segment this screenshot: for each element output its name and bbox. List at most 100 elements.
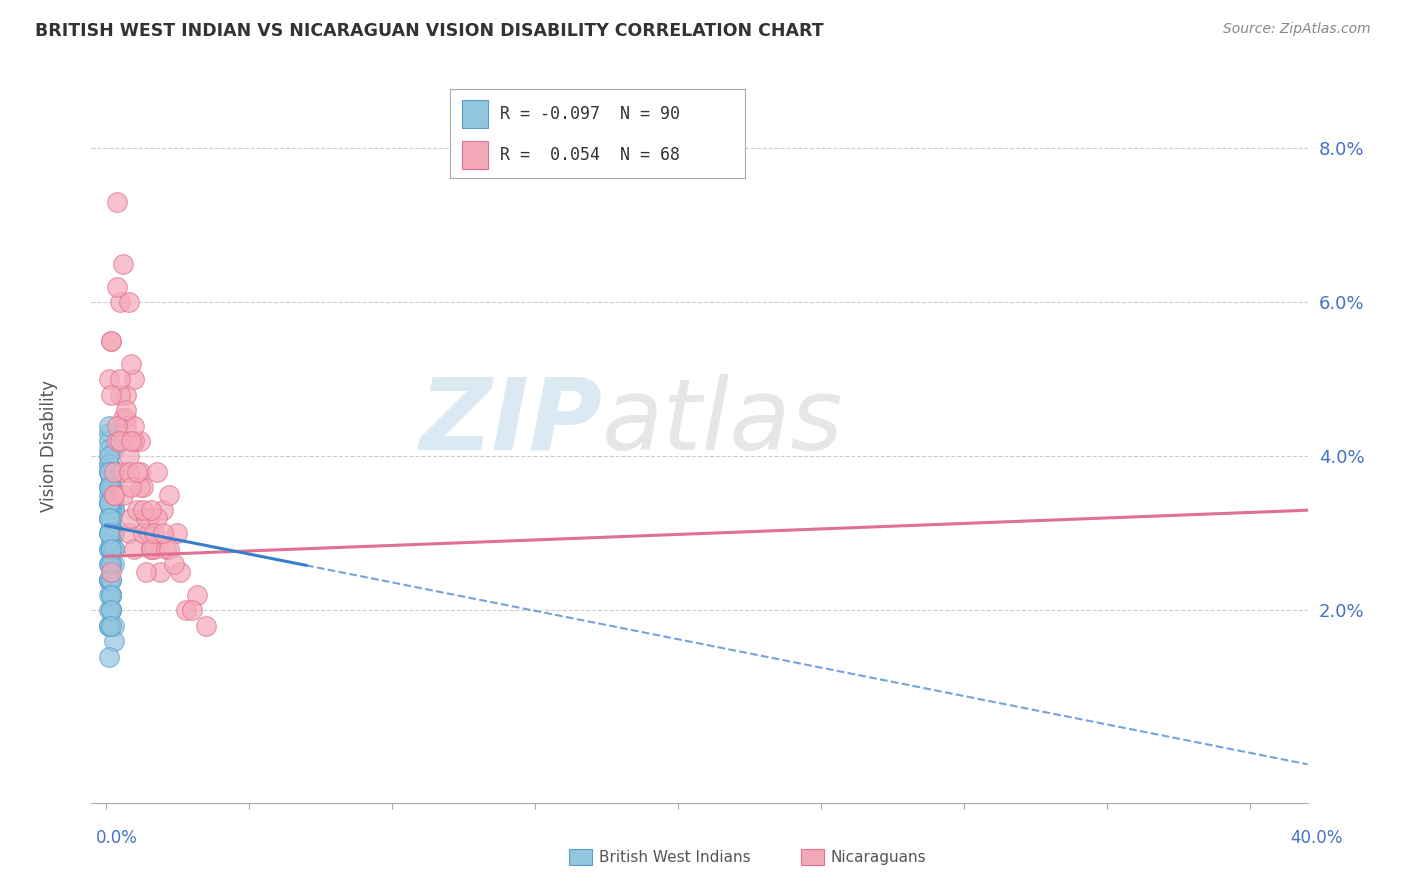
Point xyxy=(114,418,136,433)
Point xyxy=(100,334,122,348)
Point xyxy=(97,573,120,587)
Point xyxy=(103,495,125,509)
Point xyxy=(97,573,120,587)
Point xyxy=(97,450,120,464)
Point xyxy=(103,503,125,517)
Point xyxy=(100,526,122,541)
Point xyxy=(117,465,139,479)
Point xyxy=(146,465,169,479)
Point xyxy=(97,649,120,664)
Text: Nicaraguans: Nicaraguans xyxy=(831,850,927,864)
Point xyxy=(100,588,122,602)
Text: atlas: atlas xyxy=(602,374,844,471)
Point xyxy=(111,257,134,271)
Point xyxy=(194,618,217,632)
Point xyxy=(97,495,120,509)
Point xyxy=(97,618,120,632)
Point xyxy=(97,480,120,494)
Point xyxy=(100,511,122,525)
Point xyxy=(127,465,149,479)
Point xyxy=(174,603,197,617)
Point xyxy=(97,442,120,456)
Point xyxy=(97,426,120,441)
Point xyxy=(100,534,122,549)
Point xyxy=(143,541,166,556)
Point xyxy=(100,526,122,541)
Point xyxy=(108,295,131,310)
Point xyxy=(100,573,122,587)
Point xyxy=(114,388,136,402)
Text: R =  0.054  N = 68: R = 0.054 N = 68 xyxy=(501,146,681,164)
Point xyxy=(97,511,120,525)
Point xyxy=(120,480,142,494)
Point xyxy=(97,618,120,632)
Text: 0.0%: 0.0% xyxy=(96,829,138,847)
Point xyxy=(100,480,122,494)
Point xyxy=(97,495,120,509)
Point xyxy=(100,472,122,486)
Bar xyxy=(461,141,488,169)
Text: 40.0%: 40.0% xyxy=(1291,829,1343,847)
Point xyxy=(117,526,139,541)
Point xyxy=(103,465,125,479)
Point xyxy=(120,434,142,448)
Point xyxy=(103,488,125,502)
Point xyxy=(111,488,134,502)
Point xyxy=(100,603,122,617)
Point xyxy=(97,434,120,448)
Point xyxy=(111,410,134,425)
Point xyxy=(166,526,188,541)
Point xyxy=(108,388,131,402)
Point xyxy=(103,541,125,556)
Point xyxy=(97,450,120,464)
Point xyxy=(103,634,125,648)
Point xyxy=(97,465,120,479)
Point xyxy=(100,518,122,533)
Point xyxy=(114,410,136,425)
Point xyxy=(100,573,122,587)
Point xyxy=(135,565,157,579)
Point xyxy=(100,511,122,525)
Point xyxy=(97,618,120,632)
Point xyxy=(155,541,177,556)
Point xyxy=(157,541,180,556)
Point xyxy=(103,557,125,571)
Text: British West Indians: British West Indians xyxy=(599,850,751,864)
Point xyxy=(169,565,191,579)
Point xyxy=(149,565,172,579)
Point xyxy=(100,334,122,348)
Point xyxy=(100,518,122,533)
Point xyxy=(124,418,146,433)
Point xyxy=(117,450,139,464)
Text: R = -0.097  N = 90: R = -0.097 N = 90 xyxy=(501,105,681,123)
Point xyxy=(127,503,149,517)
Point xyxy=(152,526,174,541)
Text: Vision Disability: Vision Disability xyxy=(41,380,58,512)
Bar xyxy=(461,100,488,128)
Point xyxy=(97,526,120,541)
Point xyxy=(97,495,120,509)
Point xyxy=(124,541,146,556)
Point xyxy=(100,557,122,571)
Point xyxy=(97,557,120,571)
Point xyxy=(124,434,146,448)
Point xyxy=(97,495,120,509)
Point xyxy=(97,573,120,587)
Point xyxy=(141,541,163,556)
Point xyxy=(97,511,120,525)
Point xyxy=(100,511,122,525)
Point xyxy=(138,511,160,525)
Point xyxy=(135,511,157,525)
Point xyxy=(105,434,128,448)
Point xyxy=(97,372,120,386)
Point xyxy=(103,488,125,502)
Point xyxy=(103,488,125,502)
Point xyxy=(97,480,120,494)
Point xyxy=(108,434,131,448)
Point xyxy=(100,588,122,602)
Point xyxy=(105,418,128,433)
Point xyxy=(97,480,120,494)
Point xyxy=(141,503,163,517)
Point xyxy=(97,526,120,541)
Point xyxy=(111,465,134,479)
